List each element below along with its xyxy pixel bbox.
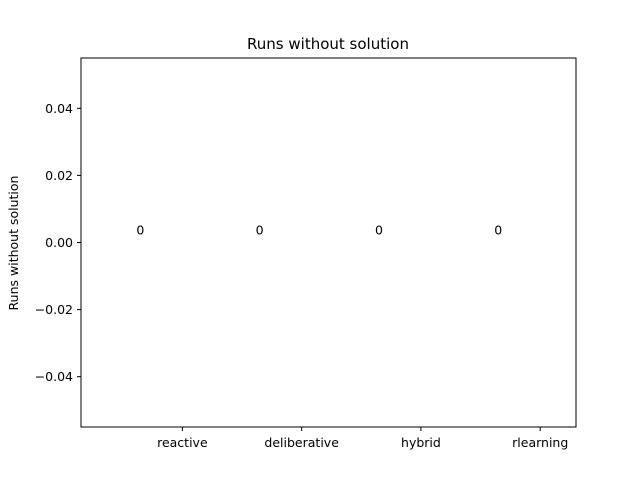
y-tick-label: 0.00 <box>45 235 73 250</box>
data-labels: 0 0 0 0 <box>136 223 502 238</box>
y-axis: −0.04 −0.02 0.00 0.02 0.04 <box>35 101 81 384</box>
y-tick-label: 0.02 <box>45 168 73 183</box>
y-tick-label: 0.04 <box>45 101 73 116</box>
data-label: 0 <box>256 223 264 238</box>
x-axis: reactive deliberative hybrid rlearning <box>157 427 568 450</box>
plot-area-frame <box>80 57 577 428</box>
x-tick-label: hybrid <box>401 435 441 450</box>
y-axis-label: Runs without solution <box>6 176 21 311</box>
x-tick-label: rlearning <box>512 435 568 450</box>
y-tick-label: −0.02 <box>35 302 73 317</box>
chart-title: Runs without solution <box>247 35 409 53</box>
y-tick-label: −0.04 <box>35 369 73 384</box>
x-tick-label: reactive <box>157 435 208 450</box>
data-label: 0 <box>136 223 144 238</box>
data-label: 0 <box>375 223 383 238</box>
x-tick-label: deliberative <box>264 435 339 450</box>
data-label: 0 <box>494 223 502 238</box>
